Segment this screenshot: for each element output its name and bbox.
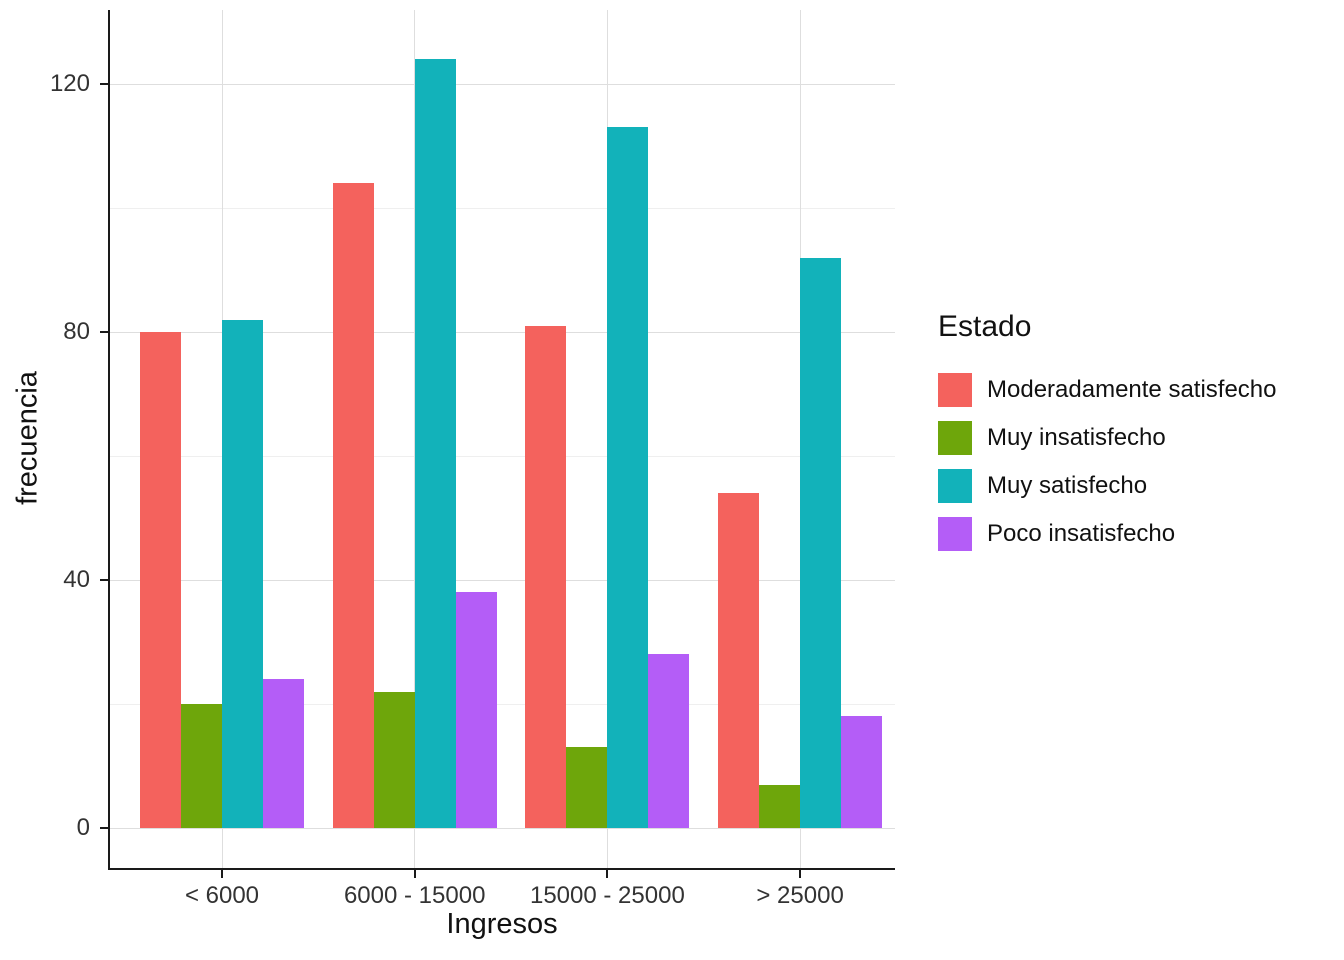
x-axis-tick — [413, 870, 416, 878]
legend-label: Muy satisfecho — [987, 472, 1148, 499]
y-axis-title: frecuencia — [11, 371, 44, 505]
legend-label: Poco insatisfecho — [987, 520, 1176, 547]
y-axis-tick — [100, 827, 108, 829]
legend-title: Estado — [938, 310, 1032, 343]
legend-item: Moderadamente satisfecho — [938, 366, 1338, 414]
x-tick-label: 6000 - 15000 — [343, 882, 486, 909]
x-tick-label: 15000 - 25000 — [529, 882, 685, 909]
y-tick-label: 120 — [49, 70, 90, 97]
x-axis-tick — [221, 870, 223, 878]
gridline-minor-y — [110, 704, 895, 705]
gridline-minor-y — [110, 456, 895, 457]
legend-label: Moderadamente satisfecho — [987, 376, 1277, 403]
y-tick-label: 0 — [76, 814, 90, 841]
legend: Estado Moderadamente satisfecho Muy insat… — [938, 310, 1338, 558]
bar-poco-insatisfecho — [455, 592, 497, 828]
bar-poco-insatisfecho — [841, 716, 883, 828]
x-tick-label: > 25000 — [756, 882, 844, 909]
y-axis-tick — [100, 331, 108, 333]
bar-muy-insatisfecho — [566, 747, 608, 828]
x-tick-label: < 6000 — [184, 882, 260, 909]
gridline-major-y — [110, 828, 895, 829]
legend-items: Moderadamente satisfecho Muy insatisfecho… — [938, 366, 1338, 558]
x-axis-tick — [606, 870, 609, 878]
bar-muy-satisfecho — [607, 127, 649, 828]
bar-muy-insatisfecho — [373, 692, 415, 828]
legend-swatch — [938, 517, 972, 551]
x-axis-title: Ingresos — [446, 908, 558, 940]
bar-moderadamente-satisfecho — [332, 183, 374, 828]
bar-moderadamente-satisfecho — [140, 332, 181, 828]
plot-panel — [108, 10, 895, 870]
bar-muy-satisfecho — [800, 258, 842, 828]
bar-poco-insatisfecho — [263, 679, 304, 828]
bar-muy-satisfecho — [414, 59, 456, 828]
legend-label: Muy insatisfecho — [987, 424, 1166, 451]
bar-muy-insatisfecho — [181, 704, 222, 828]
legend-swatch — [938, 469, 972, 503]
y-axis-tick — [100, 579, 108, 581]
legend-swatch — [938, 421, 972, 455]
y-axis-tick — [100, 83, 108, 85]
legend-swatch — [938, 373, 972, 407]
y-tick-label: 40 — [63, 566, 90, 593]
legend-item: Poco insatisfecho — [938, 510, 1338, 558]
bar-poco-insatisfecho — [648, 654, 690, 828]
legend-item: Muy insatisfecho — [938, 414, 1338, 462]
legend-item: Muy satisfecho — [938, 462, 1338, 510]
gridline-minor-y — [110, 208, 895, 209]
bar-muy-satisfecho — [222, 320, 263, 828]
gridline-major-y — [110, 84, 895, 85]
y-tick-label: 80 — [63, 318, 90, 345]
bar-muy-insatisfecho — [759, 785, 801, 828]
bar-moderadamente-satisfecho — [525, 326, 567, 828]
bar-moderadamente-satisfecho — [718, 493, 760, 828]
gridline-major-y — [110, 332, 895, 333]
x-axis-tick — [799, 870, 802, 878]
gridline-major-y — [110, 580, 895, 581]
